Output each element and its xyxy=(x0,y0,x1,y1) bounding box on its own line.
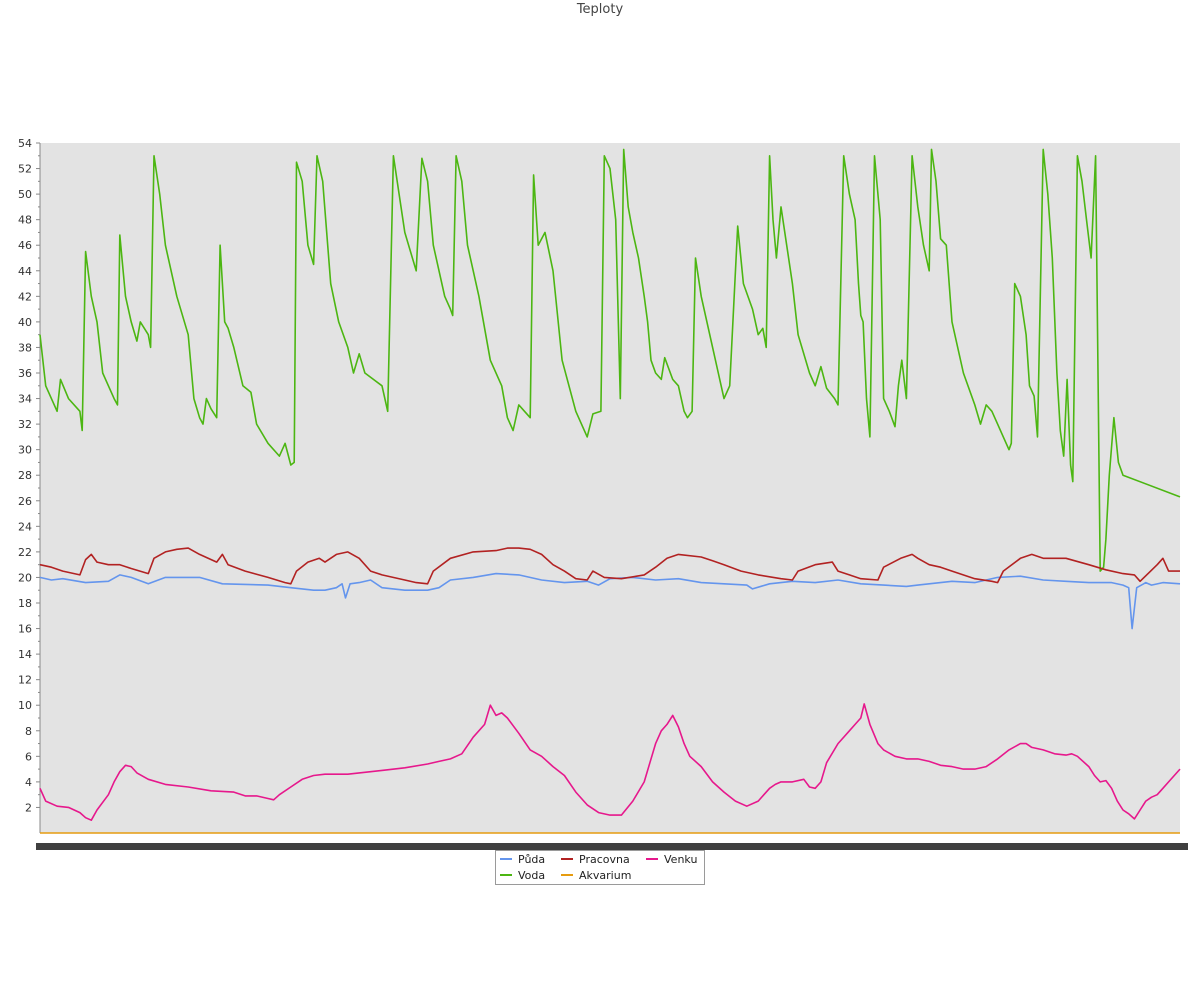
plot-area xyxy=(40,143,1180,833)
y-tick-label: 20 xyxy=(18,571,32,584)
legend-item: Půda xyxy=(500,852,545,868)
legend-item: Voda xyxy=(500,868,545,884)
legend-label: Venku xyxy=(664,853,698,866)
y-tick-label: 14 xyxy=(18,648,32,661)
y-tick-label: 32 xyxy=(18,418,32,431)
y-tick-label: 52 xyxy=(18,163,32,176)
y-tick-label: 50 xyxy=(18,188,32,201)
legend-item: Pracovna xyxy=(561,852,630,868)
legend-swatch xyxy=(500,858,512,860)
y-tick-label: 42 xyxy=(18,290,32,303)
legend: Půda Pracovna Venku Voda Akvarium xyxy=(495,850,705,885)
legend-label: Pracovna xyxy=(579,853,630,866)
y-tick-label: 44 xyxy=(18,265,32,278)
series-line-voda xyxy=(39,148,1181,572)
legend-swatch xyxy=(500,874,512,876)
y-tick-label: 4 xyxy=(25,776,32,789)
legend-swatch xyxy=(561,874,573,876)
y-tick-label: 8 xyxy=(25,725,32,738)
y-tick-label: 26 xyxy=(18,495,32,508)
y-tick-label: 38 xyxy=(18,341,32,354)
y-tick-label: 12 xyxy=(18,674,32,687)
y-tick-label: 40 xyxy=(18,316,32,329)
y-tick-label: 2 xyxy=(25,801,32,814)
y-tick-label: 22 xyxy=(18,546,32,559)
legend-label: Akvarium xyxy=(579,869,632,882)
y-tick-label: 18 xyxy=(18,597,32,610)
x-axis-band xyxy=(36,843,1188,850)
chart-title: Teploty xyxy=(576,2,624,17)
legend-swatch xyxy=(561,858,573,860)
y-tick-label: 10 xyxy=(18,699,32,712)
series-line-venku xyxy=(39,703,1181,822)
y-tick-label: 54 xyxy=(18,137,32,150)
y-tick-label: 36 xyxy=(18,367,32,380)
series-layer xyxy=(39,148,1181,834)
y-tick-label: 6 xyxy=(25,750,32,763)
series-line-p-da xyxy=(39,572,1181,630)
y-tick-label: 28 xyxy=(18,469,32,482)
legend-label: Půda xyxy=(518,853,546,866)
series-line-pracovna xyxy=(39,547,1180,585)
y-tick-label: 46 xyxy=(18,239,32,252)
y-tick-label: 16 xyxy=(18,623,32,636)
y-tick-label: 34 xyxy=(18,393,32,406)
y-tick-label: 48 xyxy=(18,214,32,227)
legend-item: Venku xyxy=(646,852,697,868)
legend-item: Akvarium xyxy=(561,868,631,884)
legend-label: Voda xyxy=(518,869,546,882)
y-tick-label: 30 xyxy=(18,444,32,457)
y-tick-label: 24 xyxy=(18,520,32,533)
legend-swatch xyxy=(646,858,658,860)
y-axis: 2468101214161820222426283032343638404244… xyxy=(18,137,41,833)
